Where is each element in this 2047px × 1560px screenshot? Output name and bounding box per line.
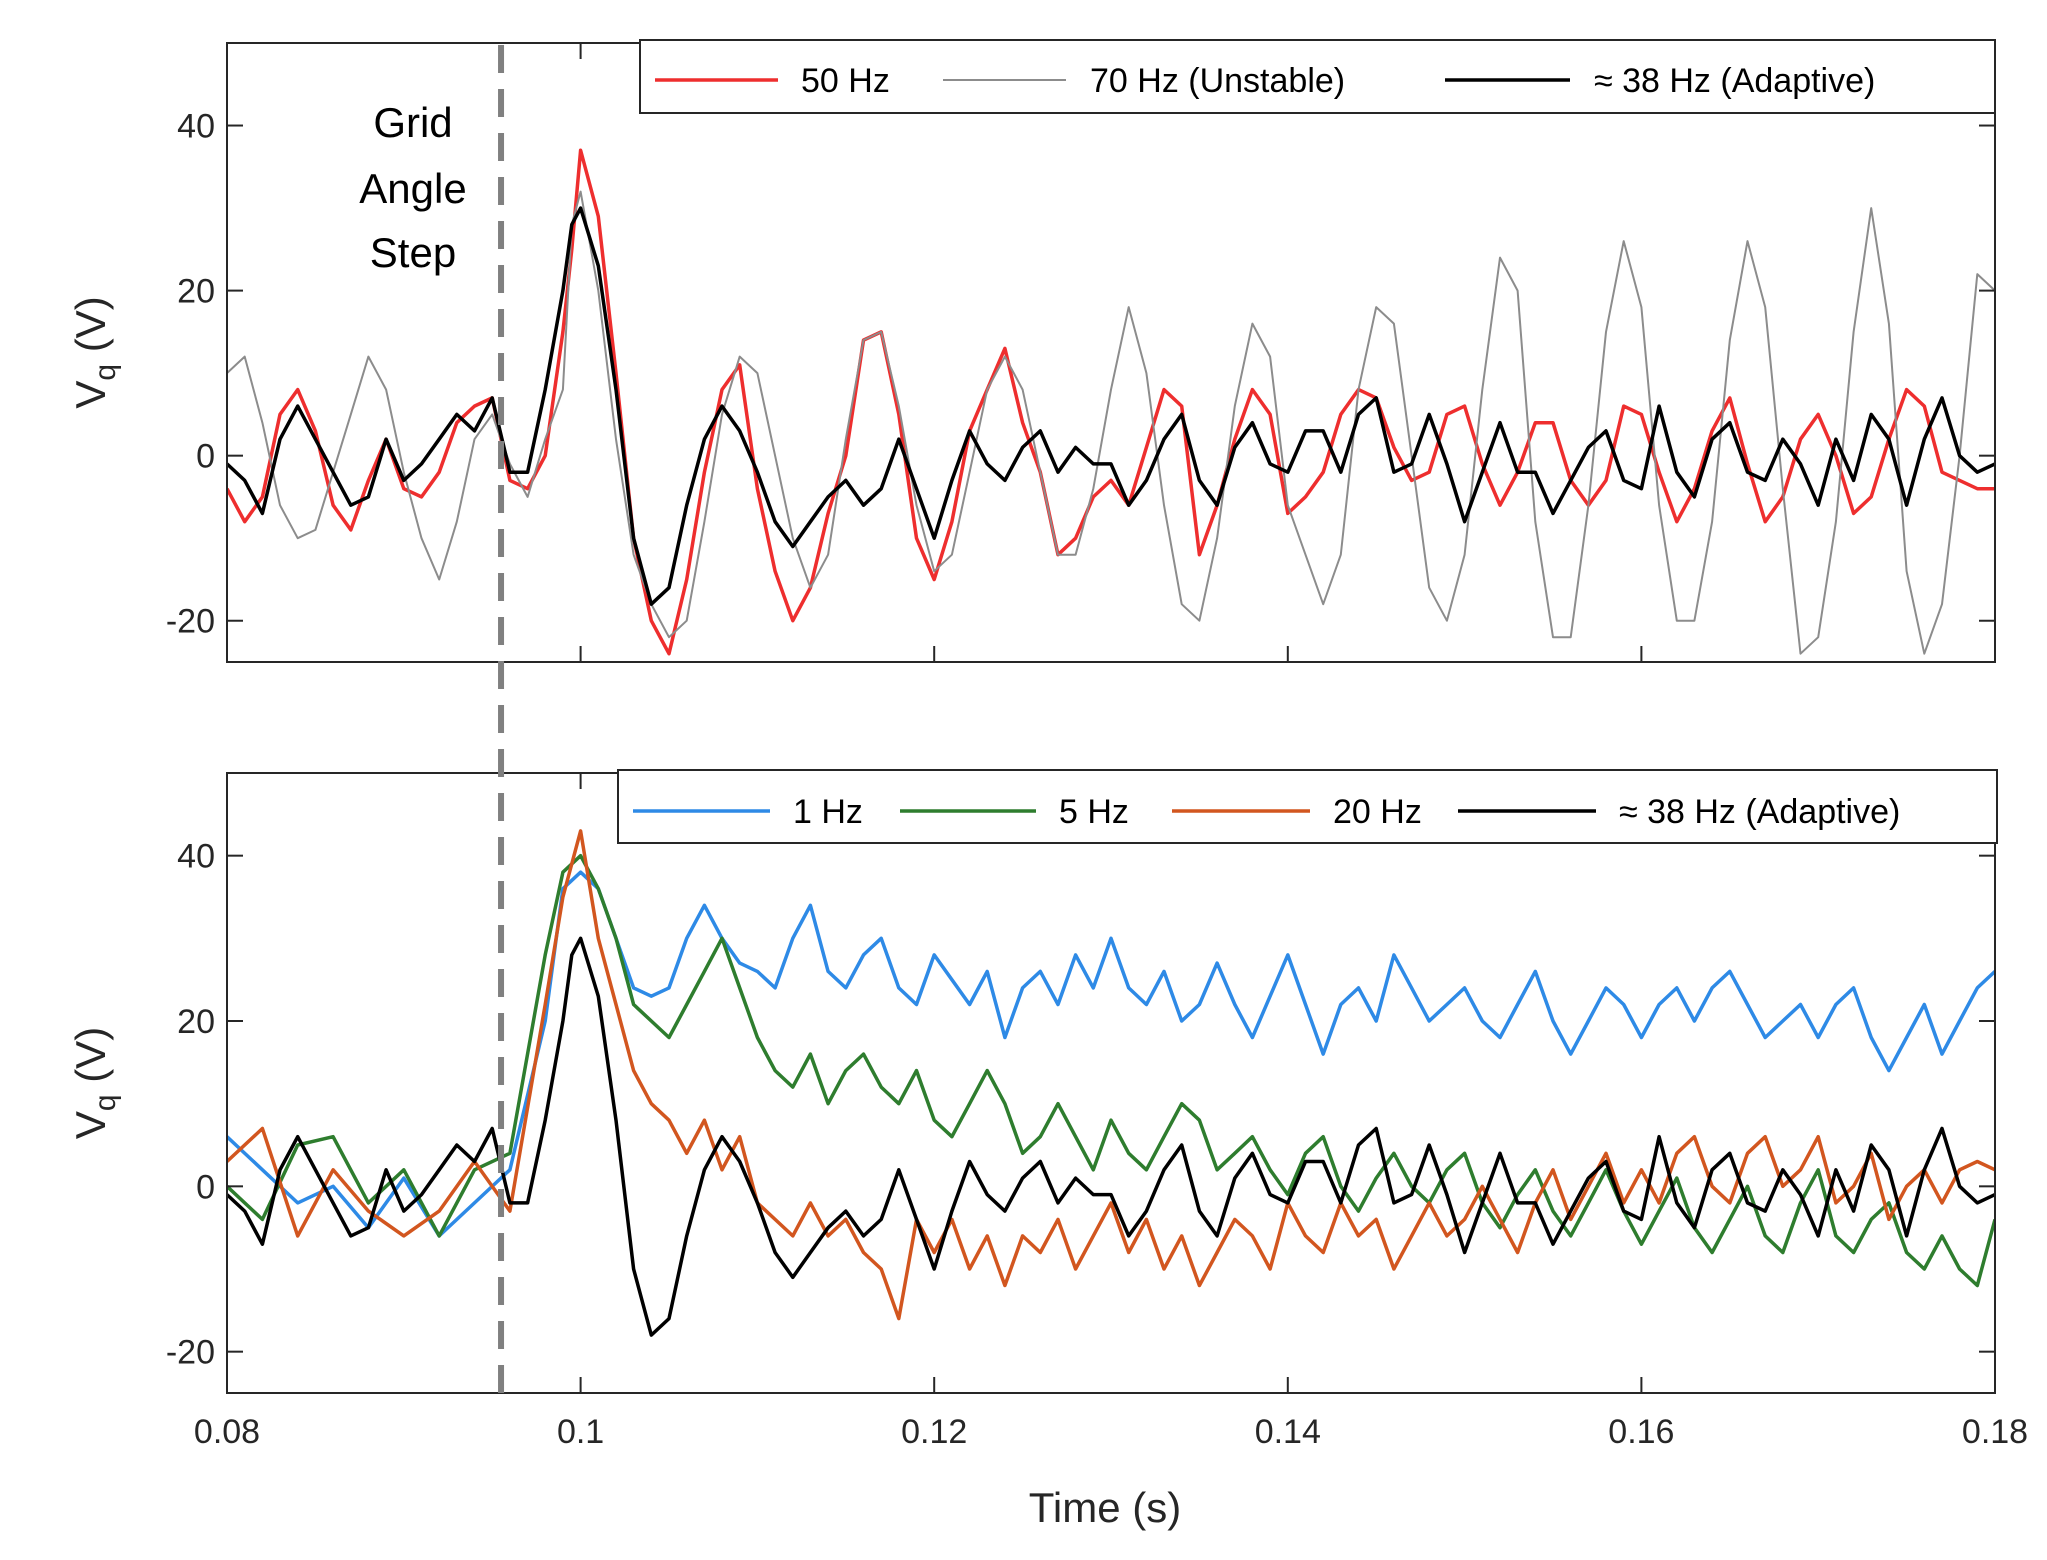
legend: 50 Hz 70 Hz (Unstable) ≈ 38 Hz (Adaptive) bbox=[639, 39, 1996, 114]
legend-label-2: 70 Hz (Unstable) bbox=[1090, 62, 1345, 100]
x-tick-label: 0.08 bbox=[194, 1413, 260, 1451]
y-tick-label: -20 bbox=[166, 1334, 215, 1372]
y-tick-label: 40 bbox=[177, 108, 215, 146]
legend-box bbox=[639, 39, 1996, 114]
series-line-1 bbox=[227, 148, 1995, 656]
legend-label-2: 5 Hz bbox=[1059, 793, 1129, 831]
series-line-3 bbox=[227, 206, 1995, 606]
y-axis-title-main: V bbox=[67, 1111, 114, 1139]
legend: 1 Hz 5 Hz 20 Hz ≈ 38 Hz (Adaptive) bbox=[617, 769, 1998, 844]
legend-label-3: ≈ 38 Hz (Adaptive) bbox=[1594, 62, 1875, 100]
series-line-2 bbox=[227, 853, 1995, 1288]
y-tick-label: -20 bbox=[166, 603, 215, 641]
series-group bbox=[227, 829, 1995, 1337]
x-tick-label: 0.18 bbox=[1962, 1413, 2028, 1451]
y-axis-title-unit: (V) bbox=[67, 1027, 114, 1095]
series-group bbox=[227, 148, 1995, 656]
legend-box bbox=[617, 769, 1998, 844]
series-line-1 bbox=[227, 870, 1995, 1238]
y-tick-label: 20 bbox=[177, 273, 215, 311]
y-tick-label: 0 bbox=[196, 438, 215, 476]
y-tick-label: 20 bbox=[177, 1003, 215, 1041]
series-line-2 bbox=[227, 190, 1995, 655]
bottom-panel: -20 0 20 40 0.08 0.1 0.12 0.14 0.16 0.18 Vq (V) 1 H… bbox=[67, 769, 2028, 1451]
annotation-line-2: Angle bbox=[359, 165, 466, 212]
series-line-4 bbox=[227, 936, 1995, 1337]
y-axis-title: Vq (V) bbox=[67, 296, 122, 408]
y-tick-label: 40 bbox=[177, 838, 215, 876]
x-tick-label: 0.14 bbox=[1255, 1413, 1321, 1451]
top-panel: -20 0 20 40 Vq (V) 50 Hz 70 Hz (Unstable) ≈ 38 … bbox=[67, 39, 1996, 663]
y-axis-title-sub: q bbox=[89, 364, 122, 381]
series-line-3 bbox=[227, 829, 1995, 1321]
grid-angle-step-annotation: Grid Angle Step bbox=[359, 99, 466, 276]
y-axis-title-sub: q bbox=[89, 1094, 122, 1111]
annotation-line-3: Step bbox=[370, 229, 456, 276]
legend-label-4: ≈ 38 Hz (Adaptive) bbox=[1619, 793, 1900, 831]
x-axis-title: Time (s) bbox=[1029, 1484, 1181, 1531]
x-tick-label: 0.16 bbox=[1608, 1413, 1674, 1451]
y-axis-title-main: V bbox=[67, 381, 114, 409]
y-axis-title-unit: (V) bbox=[67, 296, 114, 364]
annotation-line-1: Grid bbox=[373, 99, 452, 146]
y-tick-label: 0 bbox=[196, 1168, 215, 1206]
legend-label-1: 50 Hz bbox=[801, 62, 890, 100]
x-tick-label: 0.12 bbox=[901, 1413, 967, 1451]
x-tick-label: 0.1 bbox=[557, 1413, 604, 1451]
legend-label-3: 20 Hz bbox=[1333, 793, 1422, 831]
y-axis-title: Vq (V) bbox=[67, 1027, 122, 1139]
legend-label-1: 1 Hz bbox=[793, 793, 863, 831]
